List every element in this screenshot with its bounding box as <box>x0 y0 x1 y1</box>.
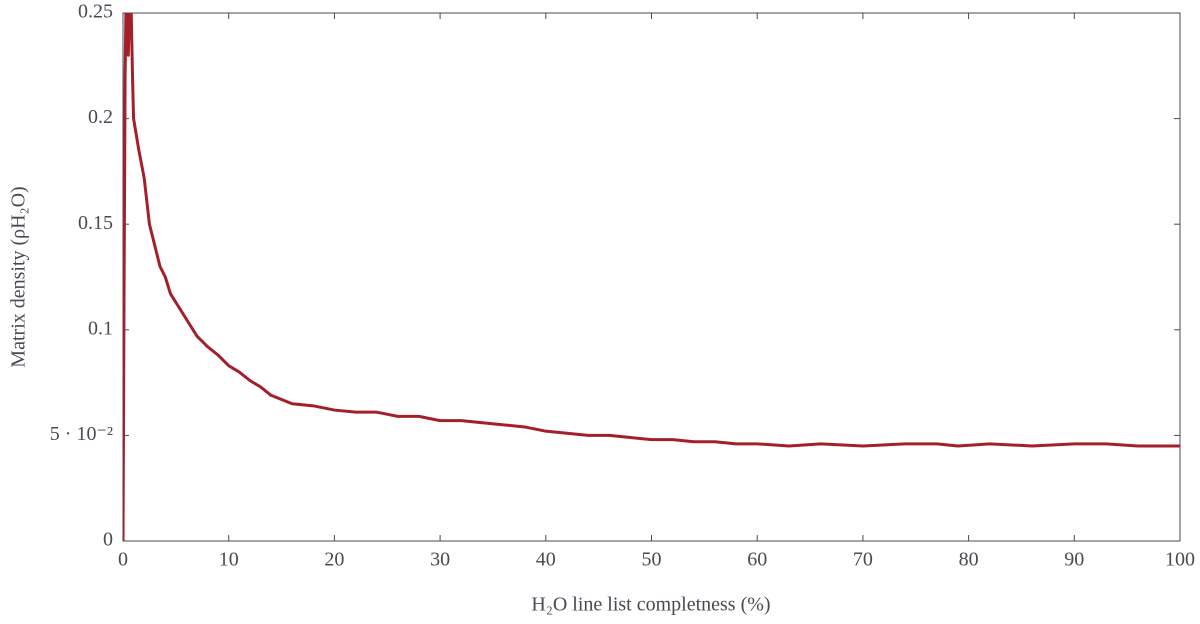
x-tick-label: 80 <box>959 549 979 571</box>
x-tick-label: 60 <box>747 549 767 571</box>
y-tick-label: 5 · 10⁻² <box>50 423 113 445</box>
x-tick-label: 30 <box>430 549 450 571</box>
y-tick-label: 0.15 <box>78 212 113 234</box>
plot-frame <box>122 12 1181 542</box>
x-tick-label: 0 <box>118 549 128 571</box>
x-tick-label: 40 <box>536 549 556 571</box>
y-tick-label: 0.1 <box>88 317 113 339</box>
x-tick-label: 100 <box>1165 549 1195 571</box>
x-tick-label: 90 <box>1064 549 1084 571</box>
y-tick-label: 0 <box>103 529 113 551</box>
x-tick-label: 50 <box>642 549 662 571</box>
data-line <box>123 13 1180 541</box>
y-tick-label: 0.2 <box>88 106 113 128</box>
y-axis-label: Matrix density (ρH₂O) <box>8 186 30 367</box>
x-tick-label: 10 <box>219 549 239 571</box>
x-tick-label: 20 <box>324 549 344 571</box>
x-tick-label: 70 <box>853 549 873 571</box>
y-tick-label: 0.25 <box>78 1 113 23</box>
x-axis-label: H₂O line list completness (%) <box>531 594 770 616</box>
